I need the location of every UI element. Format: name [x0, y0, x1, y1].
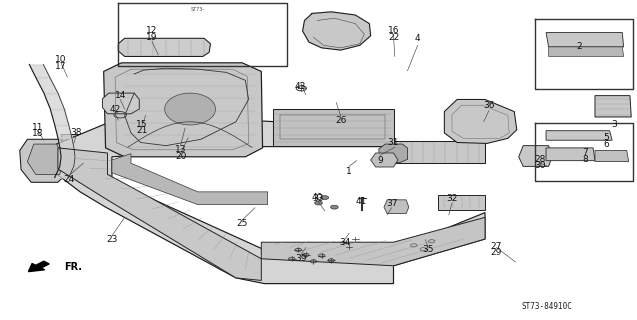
Text: 35: 35 — [422, 245, 434, 254]
Text: 22: 22 — [388, 33, 399, 42]
Polygon shape — [112, 154, 268, 204]
Text: 3: 3 — [611, 120, 617, 130]
Polygon shape — [546, 33, 624, 47]
Polygon shape — [379, 144, 408, 163]
Text: 18: 18 — [32, 129, 43, 138]
Text: 31: 31 — [388, 138, 399, 147]
Polygon shape — [595, 96, 631, 117]
Circle shape — [315, 201, 322, 205]
Polygon shape — [58, 148, 261, 280]
Polygon shape — [53, 121, 485, 284]
Text: 12: 12 — [147, 26, 157, 35]
Text: 16: 16 — [388, 26, 399, 35]
Text: 20: 20 — [175, 152, 186, 161]
Text: 1: 1 — [346, 167, 352, 176]
Text: 39: 39 — [295, 254, 306, 263]
Polygon shape — [384, 200, 409, 213]
Text: 32: 32 — [447, 194, 457, 203]
Text: 28: 28 — [534, 155, 545, 164]
Text: 25: 25 — [236, 219, 248, 228]
Circle shape — [318, 254, 325, 257]
Polygon shape — [519, 146, 552, 166]
Text: 41: 41 — [356, 197, 368, 206]
Text: 5: 5 — [603, 133, 609, 142]
Polygon shape — [273, 109, 394, 146]
Text: 42: 42 — [110, 105, 121, 114]
Polygon shape — [103, 93, 140, 114]
Text: 23: 23 — [106, 235, 118, 244]
Circle shape — [295, 248, 301, 252]
Text: 29: 29 — [490, 248, 502, 257]
Polygon shape — [394, 141, 485, 163]
Polygon shape — [261, 217, 485, 266]
Polygon shape — [445, 100, 517, 143]
Text: 30: 30 — [534, 161, 545, 170]
Text: 40: 40 — [311, 193, 323, 202]
Text: 43: 43 — [295, 82, 306, 91]
Text: 11: 11 — [32, 123, 43, 132]
Text: FR.: FR. — [64, 262, 82, 272]
Polygon shape — [104, 63, 262, 157]
Text: 15: 15 — [136, 120, 148, 129]
Text: 4: 4 — [415, 35, 420, 44]
Text: ST73-: ST73- — [190, 7, 205, 12]
Polygon shape — [548, 47, 624, 56]
Text: 13: 13 — [175, 145, 186, 154]
Polygon shape — [438, 195, 485, 210]
Text: 2: 2 — [576, 42, 582, 52]
Polygon shape — [303, 12, 371, 50]
Polygon shape — [27, 144, 63, 174]
Text: 10: 10 — [55, 55, 67, 64]
Text: 33: 33 — [313, 194, 324, 203]
Text: 14: 14 — [115, 91, 126, 100]
Polygon shape — [371, 153, 398, 167]
Polygon shape — [546, 131, 612, 140]
Text: 17: 17 — [55, 61, 67, 70]
Text: 26: 26 — [335, 116, 347, 125]
Text: 19: 19 — [147, 33, 158, 42]
Text: 9: 9 — [377, 156, 383, 164]
Text: ST73-84910C: ST73-84910C — [522, 302, 573, 311]
Polygon shape — [61, 134, 91, 142]
Text: 6: 6 — [603, 140, 609, 149]
Text: 37: 37 — [386, 199, 397, 208]
FancyArrow shape — [29, 261, 49, 272]
Polygon shape — [20, 139, 71, 182]
Circle shape — [289, 257, 295, 260]
Circle shape — [303, 253, 309, 257]
Circle shape — [328, 259, 334, 262]
Polygon shape — [595, 150, 629, 162]
Polygon shape — [118, 38, 210, 56]
Circle shape — [331, 205, 338, 209]
Circle shape — [321, 196, 329, 199]
Text: 7: 7 — [583, 148, 589, 156]
Text: 36: 36 — [483, 101, 494, 110]
Text: 24: 24 — [64, 175, 75, 184]
Text: 21: 21 — [136, 126, 148, 135]
Circle shape — [310, 260, 317, 263]
Polygon shape — [546, 148, 595, 161]
Text: 34: 34 — [340, 238, 351, 247]
Text: 27: 27 — [490, 242, 502, 251]
Ellipse shape — [165, 93, 215, 125]
Text: 38: 38 — [70, 128, 82, 137]
Text: 8: 8 — [583, 155, 589, 164]
